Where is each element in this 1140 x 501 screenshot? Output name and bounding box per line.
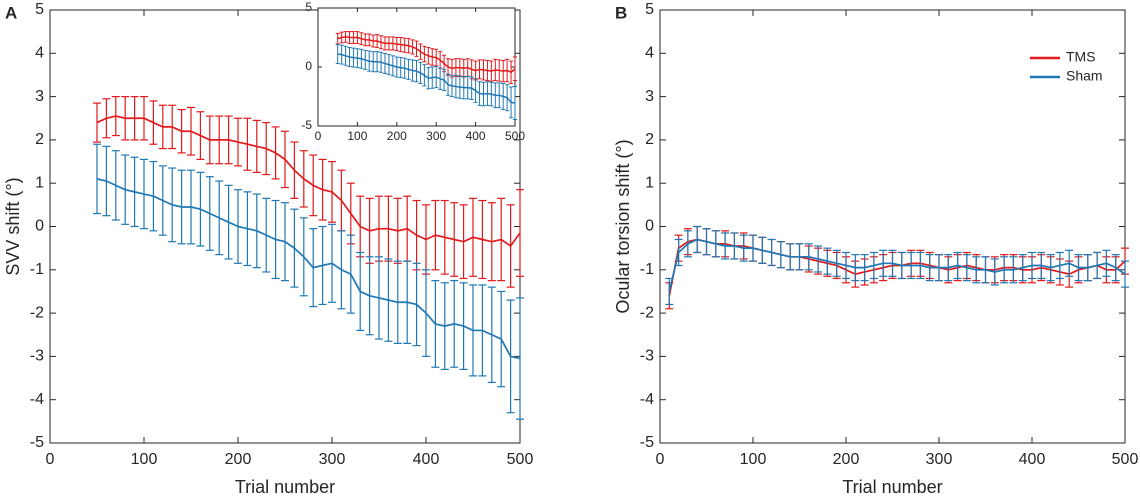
x-tick-label: 500 xyxy=(505,129,525,143)
series-line xyxy=(668,238,1126,292)
y-tick-label: 4 xyxy=(35,45,44,62)
y-tick-label: -3 xyxy=(30,348,44,365)
y-tick-label: 0 xyxy=(35,218,44,235)
y-tick-label: -5 xyxy=(301,118,312,132)
y-tick-label: 1 xyxy=(35,174,44,191)
x-tick-label: 0 xyxy=(656,451,665,468)
y-tick-label: 5 xyxy=(35,1,44,18)
y-tick-label: -1 xyxy=(640,261,654,278)
x-tick-label: 400 xyxy=(1019,451,1046,468)
y-tick-label: -5 xyxy=(30,434,44,451)
y-tick-label: 5 xyxy=(305,0,312,14)
panel-label: B xyxy=(615,3,627,22)
y-tick-label: -4 xyxy=(640,391,654,408)
legend-label: Sham xyxy=(1066,68,1103,84)
y-tick-label: 2 xyxy=(35,131,44,148)
y-axis-label: Ocular torsion shift (°) xyxy=(613,139,633,313)
y-tick-label: 2 xyxy=(645,131,654,148)
series-line xyxy=(96,178,521,360)
x-tick-label: 200 xyxy=(225,451,252,468)
legend-label: TMS xyxy=(1066,49,1096,65)
x-tick-label: 300 xyxy=(926,451,953,468)
y-tick-label: 0 xyxy=(645,218,654,235)
series-line xyxy=(337,36,516,74)
x-tick-label: 500 xyxy=(1112,451,1139,468)
x-tick-label: 0 xyxy=(46,451,55,468)
y-tick-label: -1 xyxy=(30,261,44,278)
series-line xyxy=(96,115,521,248)
y-tick-label: -2 xyxy=(640,304,654,321)
axes-box xyxy=(659,9,1126,444)
y-tick-label: 5 xyxy=(645,1,654,18)
x-axis-label: Trial number xyxy=(842,477,942,497)
y-axis-label: SVV shift (°) xyxy=(3,177,23,275)
x-tick-label: 100 xyxy=(131,451,158,468)
y-tick-label: 3 xyxy=(35,88,44,105)
y-tick-label: 0 xyxy=(305,59,312,73)
x-tick-label: 400 xyxy=(466,129,486,143)
x-tick-label: 300 xyxy=(319,451,346,468)
x-tick-label: 500 xyxy=(507,451,534,468)
x-tick-label: 300 xyxy=(426,129,446,143)
y-tick-label: -3 xyxy=(640,348,654,365)
y-tick-label: 3 xyxy=(645,88,654,105)
y-tick-label: 1 xyxy=(645,174,654,191)
x-tick-label: 400 xyxy=(413,451,440,468)
y-tick-label: -4 xyxy=(30,391,44,408)
series-line xyxy=(337,53,516,104)
y-tick-label: -5 xyxy=(640,434,654,451)
x-axis-label: Trial number xyxy=(235,477,335,497)
error-bar xyxy=(513,85,517,121)
x-tick-label: 100 xyxy=(347,129,367,143)
x-tick-label: 200 xyxy=(387,129,407,143)
panel-label: A xyxy=(5,3,17,22)
x-tick-label: 0 xyxy=(315,129,322,143)
x-tick-label: 200 xyxy=(833,451,860,468)
y-tick-label: -2 xyxy=(30,304,44,321)
x-tick-label: 100 xyxy=(740,451,767,468)
y-tick-label: 4 xyxy=(645,45,654,62)
series-line xyxy=(668,238,1126,296)
